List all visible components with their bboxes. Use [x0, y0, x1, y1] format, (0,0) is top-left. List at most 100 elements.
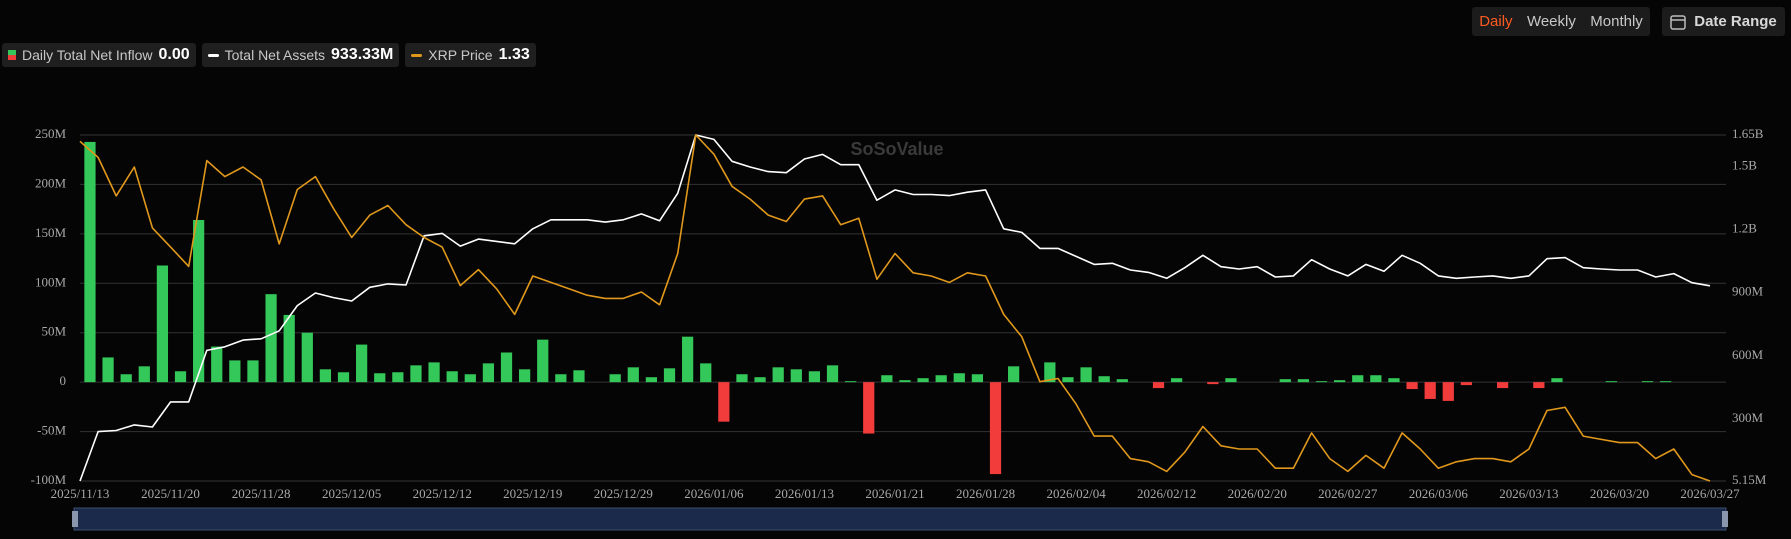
bar: [265, 294, 277, 383]
line: [79, 134, 1711, 482]
y-tick-label: 200M: [35, 175, 67, 190]
navigator-handle: [1722, 511, 1728, 527]
bar: [519, 369, 531, 383]
bar: [356, 344, 368, 383]
legend-item[interactable]: Daily Total Net Inflow 0.00: [2, 43, 196, 67]
bar: [500, 352, 513, 383]
legend-name: Daily Total Net Inflow: [22, 47, 153, 63]
bar: [1098, 376, 1110, 383]
bar: [102, 357, 114, 383]
bar: [1279, 379, 1291, 383]
bar: [392, 372, 404, 383]
bar: [1424, 382, 1436, 399]
x-tick-label: 2025/12/19: [503, 486, 562, 501]
y2-tick-label: 1.5B: [1732, 158, 1757, 173]
legend-value: 0.00: [158, 46, 190, 63]
bar: [881, 375, 893, 383]
x-tick-label: 2026/01/21: [865, 486, 924, 501]
x-tick-label: 2025/12/12: [413, 486, 472, 501]
bar: [337, 372, 350, 383]
bar: [1406, 382, 1418, 390]
bar: [1605, 381, 1617, 383]
bar: [428, 362, 440, 383]
bar: [138, 366, 150, 383]
y-tick-label: 50M: [41, 324, 66, 339]
bar: [1116, 379, 1128, 383]
bar: [229, 360, 241, 383]
y-tick-label: -100M: [31, 472, 67, 487]
bar: [645, 377, 658, 383]
legend: Daily Total Net Inflow 0.00 Total Net Asse…: [2, 43, 536, 67]
x-tick-label: 2025/12/05: [322, 486, 381, 501]
period-button[interactable]: Weekly: [1526, 13, 1576, 30]
bar: [700, 363, 712, 383]
bar: [120, 374, 132, 383]
x-tick-label: 2026/03/20: [1590, 486, 1649, 501]
bar: [537, 339, 549, 383]
bar: [1171, 378, 1183, 383]
bar: [917, 378, 929, 383]
legend-item[interactable]: XRP Price 1.33: [405, 43, 536, 67]
bar: [1551, 378, 1563, 383]
bar: [609, 374, 621, 383]
bar: [1641, 381, 1654, 383]
x-tick-label: 2025/12/29: [594, 486, 653, 501]
y-tick-label: 100M: [35, 274, 67, 289]
bar: [1080, 367, 1092, 383]
bar: [1370, 375, 1382, 383]
period-button[interactable]: Daily: [1479, 13, 1513, 30]
bar: [1533, 382, 1545, 389]
legend-icon: [207, 53, 219, 57]
y2-tick-label: 1.2B: [1732, 221, 1757, 236]
bar: [1660, 381, 1672, 383]
bar: [826, 365, 839, 383]
date-range-button[interactable]: Date Range: [1662, 7, 1785, 36]
bar: [464, 374, 476, 383]
y-tick-label: 0: [60, 373, 67, 388]
y2-tick-label: 600M: [1732, 347, 1764, 362]
bar: [1334, 380, 1346, 383]
bar: [174, 371, 187, 383]
x-tick-label: 2026/02/04: [1046, 486, 1106, 501]
x-tick-label: 2026/01/28: [956, 486, 1015, 501]
bar: [84, 141, 96, 383]
legend-icon: [411, 53, 423, 57]
bar: [790, 369, 802, 383]
navigator-handle[interactable]: [72, 511, 78, 527]
x-tick-label: 2026/03/27: [1680, 486, 1740, 501]
bar: [863, 382, 875, 434]
bar: [1442, 382, 1454, 401]
period-switch: Daily Weekly Monthly: [1472, 7, 1650, 36]
bar: [627, 367, 639, 383]
bar: [1207, 382, 1219, 385]
bar: [1008, 366, 1020, 383]
bar: [1497, 382, 1509, 389]
bar: [845, 381, 857, 383]
calendar-icon: [1670, 14, 1686, 30]
bar: [301, 332, 313, 383]
bar: [736, 374, 748, 383]
bar: [374, 373, 386, 383]
period-button[interactable]: Monthly: [1590, 13, 1643, 30]
bar: [193, 220, 205, 383]
x-tick-label: 2025/11/28: [232, 486, 291, 501]
y-tick-label: 150M: [35, 225, 67, 240]
date-range-label: Date Range: [1694, 13, 1777, 30]
bar: [247, 360, 259, 383]
legend-item[interactable]: Total Net Assets 933.33M: [201, 43, 400, 67]
x-tick-label: 2026/02/27: [1318, 486, 1378, 501]
bar: [953, 373, 965, 383]
bar: [410, 365, 422, 383]
watermark: SoSoValue: [850, 139, 943, 159]
bar: [899, 380, 911, 383]
x-tick-label: 2026/02/12: [1137, 486, 1196, 501]
bar: [1062, 377, 1074, 383]
legend-name: XRP Price: [428, 47, 493, 63]
y2-tick-label: 1.65B: [1732, 126, 1764, 141]
x-tick-label: 2026/03/13: [1499, 486, 1558, 501]
x-tick-label: 2025/11/13: [51, 486, 110, 501]
bar: [935, 375, 947, 383]
navigator: [73, 507, 1727, 531]
